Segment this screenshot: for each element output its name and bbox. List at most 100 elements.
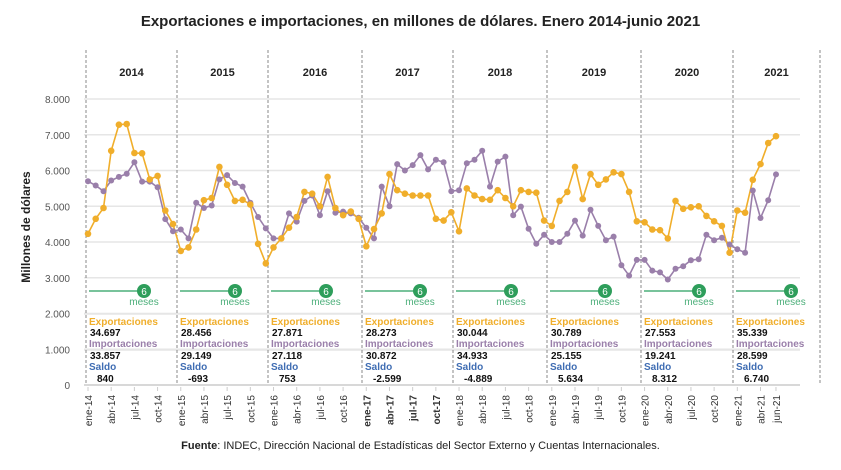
- x-tick-label: abr-21: [757, 395, 768, 424]
- x-tick-label: oct-16: [339, 395, 350, 423]
- summary-exports-label: Exportaciones: [550, 317, 619, 328]
- imports-point: [216, 176, 223, 183]
- exports-point: [610, 169, 617, 176]
- exports-point: [494, 186, 502, 194]
- y-tick-label: 7.000: [45, 131, 70, 142]
- summary-imports-label: Importaciones: [644, 339, 713, 350]
- year-header: 2014: [119, 67, 144, 79]
- x-tick-label: jul-18: [501, 395, 512, 421]
- exports-point: [772, 132, 780, 140]
- imports-point: [494, 158, 501, 165]
- exports-point: [239, 196, 246, 204]
- exports-point: [718, 222, 726, 230]
- x-tick-label: jul-14: [130, 395, 141, 421]
- year-header: 2018: [488, 67, 512, 79]
- y-axis: 0 1.000 2.000 3.000 4.000 5.000 6.000 7.000 8.00…: [45, 95, 70, 392]
- year-header: 2020: [675, 67, 699, 79]
- x-axis: ene-14 abr-14 jul-14 oct-14 ene-15 abr-15 jul-…: [84, 387, 783, 427]
- badge-number: 6: [788, 287, 794, 298]
- exports-point: [131, 149, 138, 157]
- badge-circle: [319, 284, 333, 298]
- imports-point: [417, 152, 424, 159]
- exports-point: [424, 192, 432, 199]
- exports-point: [633, 218, 641, 225]
- exports-point: [540, 217, 548, 224]
- exports-point: [478, 195, 486, 203]
- exports-point: [618, 170, 625, 178]
- source-text: : INDEC, Dirección Nacional de Estadísti…: [217, 440, 660, 452]
- summary-saldo-label: Saldo: [365, 362, 392, 373]
- summary-exports-label: Exportaciones: [644, 317, 713, 328]
- x-tick-label: abr-18: [478, 395, 489, 424]
- imports-point: [440, 159, 447, 166]
- imports-point: [718, 234, 725, 241]
- imports-point: [548, 239, 555, 245]
- summary-imports-value: 28.599: [737, 351, 768, 362]
- imports-point: [649, 267, 656, 274]
- exports-point: [285, 224, 293, 231]
- imports-point: [618, 262, 625, 269]
- summary-imports-value: 30.872: [366, 351, 397, 362]
- imports-point: [154, 184, 161, 191]
- x-tick-label: ene-18: [455, 395, 466, 427]
- x-tick-label: ene-15: [177, 395, 188, 427]
- exports-point: [355, 215, 362, 223]
- imports-point: [185, 235, 192, 242]
- imports-point: [579, 232, 586, 239]
- imports-point: [633, 256, 640, 263]
- imports-point: [765, 197, 772, 204]
- summary-saldo-label: Saldo: [271, 362, 298, 373]
- x-tick-label: jul-17: [409, 395, 420, 423]
- x-tick-label: oct-14: [154, 395, 165, 423]
- imports-point: [409, 162, 416, 169]
- exports-point: [123, 120, 130, 128]
- exports-point: [162, 207, 169, 214]
- summary-saldo-value: -2.599: [373, 374, 402, 385]
- summary-imports-value: 29.149: [181, 351, 212, 362]
- summary-imports-value: 34.933: [457, 351, 488, 362]
- exports-point: [386, 170, 393, 178]
- summary-saldo-label: Saldo: [736, 362, 763, 373]
- imports-point: [517, 203, 524, 210]
- source-label: Fuente: [181, 440, 218, 452]
- summary-imports-value: 33.857: [90, 351, 121, 362]
- exports-point: [278, 235, 285, 242]
- exports-point: [757, 160, 764, 168]
- exports-point: [107, 147, 115, 155]
- badge-circle: [598, 284, 612, 298]
- summary-imports-value: 25.155: [551, 351, 582, 362]
- summary-exports-value: 30.789: [551, 328, 582, 339]
- summary-saldo-label: Saldo: [456, 362, 483, 373]
- imports-point: [286, 210, 292, 217]
- exports-point: [324, 173, 331, 181]
- exports-point: [223, 181, 231, 189]
- imports-point: [139, 178, 146, 185]
- x-tick-label: ene-20: [641, 395, 652, 427]
- summary-exports-label: Exportaciones: [89, 317, 158, 328]
- x-tick-label: jul-15: [223, 395, 234, 421]
- exports-point: [84, 230, 92, 238]
- exports-point: [92, 215, 99, 223]
- y-tick-label: 3.000: [45, 274, 70, 285]
- exports-point: [641, 219, 648, 226]
- exports-point: [463, 185, 471, 192]
- imports-point: [742, 249, 749, 256]
- summary-exports-value: 28.273: [366, 328, 397, 339]
- badge-number: 6: [323, 287, 329, 298]
- badge-unit: meses: [776, 297, 805, 308]
- imports-point: [432, 156, 439, 163]
- summary-imports-value: 27.118: [272, 351, 302, 362]
- exports-point: [440, 217, 447, 224]
- exports-point: [741, 209, 749, 216]
- imports-point: [394, 161, 401, 168]
- x-tick-label: jun-21: [772, 395, 783, 424]
- summary-exports-label: Exportaciones: [736, 317, 805, 328]
- exports-point: [432, 215, 440, 223]
- imports-point: [239, 183, 246, 190]
- six-month-badges: 6meses6meses6meses6meses6meses6meses6mes…: [89, 284, 806, 308]
- imports-point: [525, 225, 532, 232]
- imports-point: [703, 231, 710, 238]
- exports-point: [571, 163, 579, 171]
- summary-saldo-value: -4.889: [464, 374, 493, 385]
